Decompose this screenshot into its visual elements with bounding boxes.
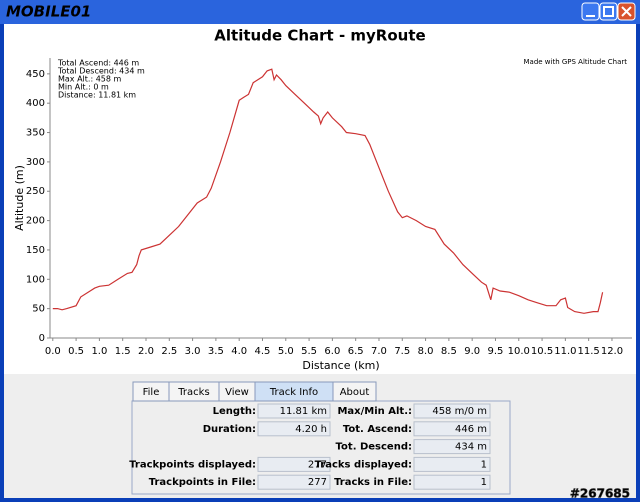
x-tick-label: 6.0	[324, 346, 340, 357]
stat-annotation: Distance: 11.81 km	[58, 91, 136, 100]
info-value: 11.81 km	[280, 406, 327, 417]
tab-label[interactable]: Track Info	[269, 387, 318, 398]
info-value: 458 m/0 m	[432, 406, 487, 417]
info-field	[413, 421, 491, 437]
info-field	[257, 474, 331, 490]
tab-label[interactable]: File	[143, 387, 160, 398]
credit: Made with GPS Altitude Chart	[523, 58, 627, 66]
stat-annotation: Min Alt.: 0 m	[58, 83, 109, 92]
x-tick-label: 8.5	[441, 346, 457, 357]
chart-title: Altitude Chart - myRoute	[214, 27, 425, 45]
y-tick-label: 100	[26, 274, 45, 285]
tab-label[interactable]: View	[225, 387, 249, 398]
x-tick-label: 0.0	[45, 346, 61, 357]
info-value: 4.20 h	[295, 424, 327, 435]
info-value: 434 m	[455, 442, 487, 453]
tab-label[interactable]: Tracks	[177, 387, 209, 398]
info-field	[257, 456, 331, 472]
y-tick-label: 200	[26, 216, 45, 227]
info-field	[413, 439, 491, 455]
y-tick-label: 450	[26, 69, 45, 80]
info-label: Tracks in File:	[334, 477, 412, 488]
x-tick-label: 2.0	[138, 346, 154, 357]
info-field	[257, 421, 331, 437]
x-tick-label: 9.5	[488, 346, 504, 357]
chart-panel	[4, 24, 636, 374]
y-axis-label: Altitude (m)	[13, 165, 26, 231]
tab[interactable]	[332, 381, 377, 402]
info-value: 1	[481, 459, 487, 470]
x-tick-label: 2.5	[161, 346, 177, 357]
x-tick-label: 12.0	[601, 346, 623, 357]
y-tick-label: 400	[26, 98, 45, 109]
maximize-button[interactable]	[599, 2, 618, 21]
info-label: Trackpoints displayed:	[129, 459, 256, 470]
window-button-icons	[586, 6, 632, 17]
info-label: Tot. Descend:	[336, 442, 412, 453]
stat-annotation: Total Descend: 434 m	[57, 67, 145, 76]
x-tick-label: 3.0	[185, 346, 201, 357]
x-tick-label: 6.5	[348, 346, 364, 357]
x-tick-label: 8.0	[418, 346, 434, 357]
y-tick-label: 150	[26, 245, 45, 256]
minimize-button[interactable]	[581, 2, 600, 21]
x-tick-label: 7.5	[394, 346, 410, 357]
x-axis-label: Distance (km)	[302, 359, 379, 372]
stat-annotation: Max Alt.: 458 m	[58, 75, 122, 84]
x-tick-label: 10.0	[508, 346, 530, 357]
info-label: Max/Min Alt.:	[337, 406, 412, 417]
info-label: Tracks displayed:	[315, 459, 412, 470]
info-value: 1	[481, 477, 487, 488]
x-tick-label: 5.5	[301, 346, 317, 357]
y-tick-label: 350	[26, 128, 45, 139]
x-tick-label: 1.0	[91, 346, 107, 357]
stat-annotation: Total Ascend: 446 m	[57, 59, 139, 68]
x-tick-label: 11.5	[578, 346, 600, 357]
x-tick-label: 4.5	[255, 346, 271, 357]
title-bar	[0, 0, 640, 24]
logo: MOBILE01	[6, 3, 91, 21]
x-tick-label: 11.0	[554, 346, 576, 357]
x-tick-label: 1.5	[115, 346, 131, 357]
y-tick-label: 250	[26, 186, 45, 197]
altitude-line	[52, 68, 604, 314]
info-value: 446 m	[455, 424, 487, 435]
info-label: Trackpoints in File:	[149, 477, 256, 488]
x-tick-label: 0.5	[68, 346, 84, 357]
info-field	[257, 403, 331, 419]
x-tick-label: 4.0	[231, 346, 247, 357]
x-tick-label: 10.5	[531, 346, 553, 357]
x-tick-label: 5.0	[278, 346, 294, 357]
x-tick-label: 3.5	[208, 346, 224, 357]
info-value: 277	[308, 459, 327, 470]
info-field	[413, 456, 491, 472]
info-field	[413, 403, 491, 419]
info-field	[413, 474, 491, 490]
x-tick-label: 9.0	[464, 346, 480, 357]
y-tick-label: 300	[26, 157, 45, 168]
x-tick-label: 7.0	[371, 346, 387, 357]
tab-label[interactable]: About	[340, 387, 370, 398]
y-tick-label: 50	[32, 304, 45, 315]
y-tick-label: 0	[39, 333, 45, 344]
info-value: 277	[308, 477, 327, 488]
watermark: #267685	[570, 487, 630, 501]
info-label: Tot. Ascend:	[343, 424, 412, 435]
info-label: Length:	[213, 406, 256, 417]
info-label: Duration:	[203, 424, 256, 435]
